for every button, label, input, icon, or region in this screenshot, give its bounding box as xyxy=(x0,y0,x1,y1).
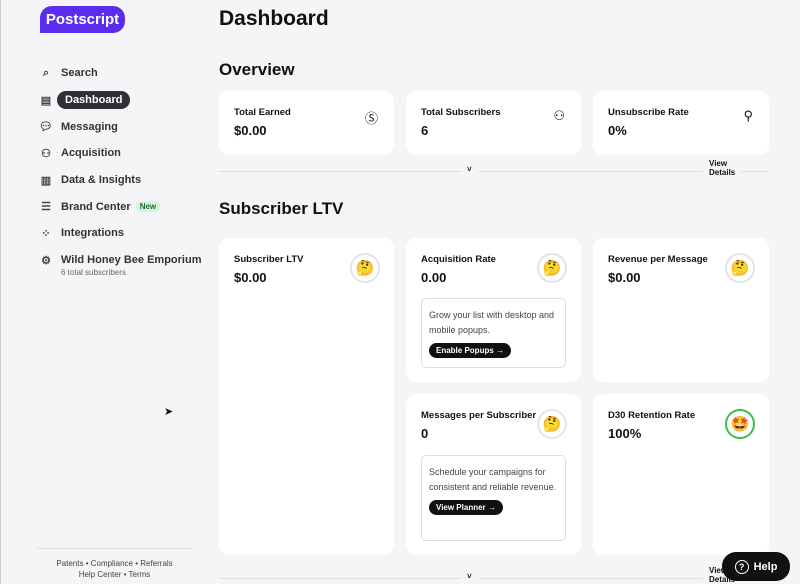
ltv-view-details-button[interactable]: View Details ˅ xyxy=(461,566,742,584)
card-value: 0% xyxy=(608,123,627,138)
mouse-cursor-icon: ➤ xyxy=(164,406,174,418)
sidebar-item-label: Brand Center xyxy=(61,200,131,213)
card-title: Revenue per Message xyxy=(608,254,708,265)
messages-per-subscriber-card: Messages per Subscriber 0 🤔 Schedule you… xyxy=(406,394,581,555)
tip-box: Grow your list with desktop and mobile p… xyxy=(421,298,566,368)
sidebar-item-label: Search xyxy=(61,67,98,80)
thinking-face-icon: 🤔 xyxy=(537,253,567,283)
revenue-per-message-card: Revenue per Message $0.00 🤔 xyxy=(593,238,769,382)
thinking-face-icon: 🤔 xyxy=(350,253,380,283)
card-value: $0.00 xyxy=(608,270,641,285)
star-struck-icon: 🤩 xyxy=(725,409,755,439)
postscript-logo[interactable]: Postscript xyxy=(40,6,125,33)
sidebar-item-label: Data & Insights xyxy=(61,174,142,187)
gear-icon: ⚙ xyxy=(41,254,51,267)
sidebar-item-dashboard[interactable]: ▤ Dashboard xyxy=(39,87,201,114)
total-earned-card: Total Earned $0.00 Ⓢ xyxy=(219,91,394,155)
apps-icon: ⁘ xyxy=(41,227,51,240)
sidebar-footer: Patents • Compliance • Referrals Help Ce… xyxy=(37,548,192,580)
referrals-link[interactable]: Referrals xyxy=(140,559,173,568)
sidebar-item-acquisition[interactable]: ⚇ Acquisition xyxy=(39,140,201,167)
card-title: Total Subscribers xyxy=(421,107,501,118)
card-title: Subscriber LTV xyxy=(234,254,304,265)
help-center-link[interactable]: Help Center xyxy=(78,570,122,579)
sidebar-item-label: Messaging xyxy=(61,120,118,133)
divider: View Details ˅ xyxy=(219,566,769,584)
sidebar-item-data-insights[interactable]: ▥ Data & Insights xyxy=(39,167,201,194)
user-minus-icon: ⚲ xyxy=(743,108,753,123)
dollar-circle-icon: Ⓢ xyxy=(364,111,378,126)
subscriber-ltv-card: Subscriber LTV $0.00 🤔 xyxy=(219,238,394,555)
enable-popups-button[interactable]: Enable Popups → xyxy=(429,343,512,358)
thinking-face-icon: 🤔 xyxy=(725,253,755,283)
total-subscribers-card: Total Subscribers 6 ⚇ xyxy=(406,91,581,155)
sidebar-item-brand-center[interactable]: ☰ Brand Center New xyxy=(39,193,201,220)
sidebar: Postscript ⌕ Search ▤ Dashboard 💬︎ Messagin… xyxy=(0,0,205,584)
divider: View Details ˅ xyxy=(219,159,769,177)
sidebar-item-integrations[interactable]: ⁘ Integrations xyxy=(39,220,201,247)
card-title: Unsubscribe Rate xyxy=(608,107,689,118)
new-badge: New xyxy=(135,201,161,213)
terms-link[interactable]: Terms xyxy=(128,570,151,579)
sidebar-nav: ⌕ Search ▤ Dashboard 💬︎ Messaging ⚇ Acquisit… xyxy=(39,60,201,277)
thinking-face-icon: 🤔 xyxy=(537,409,567,439)
bar-chart-icon: ▥ xyxy=(40,174,52,187)
tip-text: Schedule your campaigns for consistent a… xyxy=(429,467,557,492)
card-value: 6 xyxy=(421,123,429,138)
sidebar-item-search[interactable]: ⌕ Search xyxy=(39,60,201,87)
subscriber-ltv-heading: Subscriber LTV xyxy=(219,199,344,218)
card-value: 0 xyxy=(421,426,429,441)
sidebar-item-label: Acquisition xyxy=(61,147,121,160)
subscriber-count: 6 total subscribers xyxy=(61,267,126,277)
d30-retention-card: D30 Retention Rate 100% 🤩 xyxy=(593,394,769,555)
sidebar-item-label: Wild Honey Bee Emporium xyxy=(61,254,202,267)
card-value: $0.00 xyxy=(234,123,267,138)
help-button[interactable]: ? Help xyxy=(722,552,790,581)
card-value: $0.00 xyxy=(234,270,267,285)
tip-box: Schedule your campaigns for consistent a… xyxy=(421,455,566,541)
layout-icon: ▤ xyxy=(40,94,52,107)
sidebar-item-messaging[interactable]: 💬︎ Messaging xyxy=(39,113,201,140)
card-value: 0.00 xyxy=(421,270,447,285)
page-title: Dashboard xyxy=(219,7,329,30)
card-value: 100% xyxy=(608,426,642,441)
users-icon: ⚇ xyxy=(553,108,565,123)
sidebar-item-label: Dashboard xyxy=(57,91,131,110)
sliders-icon: ☰ xyxy=(41,201,51,214)
card-title: Messages per Subscriber xyxy=(421,410,537,421)
search-icon: ⌕ xyxy=(42,66,50,79)
sidebar-item-account[interactable]: ⚙ Wild Honey Bee Emporium xyxy=(39,247,201,274)
overview-view-details-button[interactable]: View Details ˅ xyxy=(461,159,742,177)
user-plus-icon: ⚇ xyxy=(41,147,51,160)
compliance-link[interactable]: Compliance xyxy=(90,559,133,568)
overview-heading: Overview xyxy=(219,60,295,79)
view-planner-button[interactable]: View Planner → xyxy=(429,500,503,515)
unsubscribe-rate-card: Unsubscribe Rate 0% ⚲ xyxy=(593,91,769,155)
tip-text: Grow your list with desktop and mobile p… xyxy=(429,310,555,335)
chat-icon: 💬︎ xyxy=(39,121,53,134)
card-title: D30 Retention Rate xyxy=(608,410,696,421)
view-details-label: View Details xyxy=(703,159,742,177)
card-title: Acquisition Rate xyxy=(421,254,496,265)
sidebar-item-label: Integrations xyxy=(61,227,124,240)
question-circle-icon: ? xyxy=(734,559,749,574)
acquisition-rate-card: Acquisition Rate 0.00 🤔 Grow your list w… xyxy=(406,238,581,382)
help-label: Help xyxy=(753,560,778,573)
patents-link[interactable]: Patents xyxy=(56,559,84,568)
card-title: Total Earned xyxy=(234,107,291,118)
